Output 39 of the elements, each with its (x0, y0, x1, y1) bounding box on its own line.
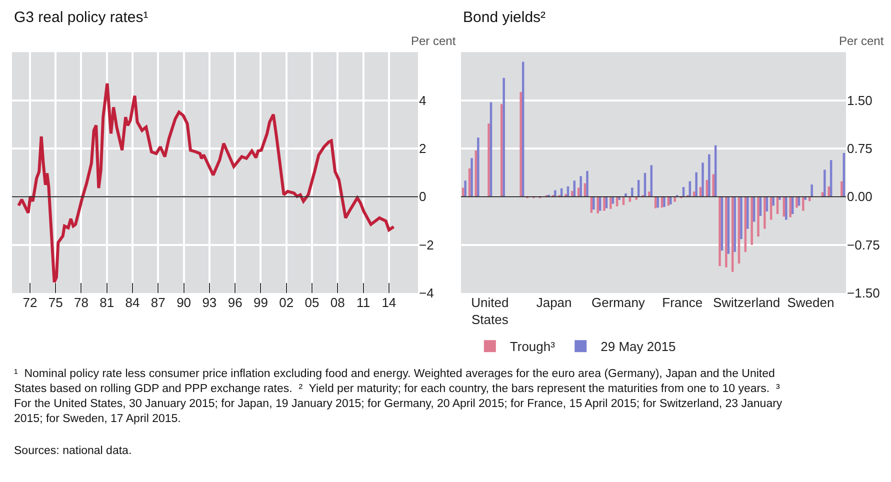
y-tick-label: 2 (419, 141, 426, 156)
y-tick-label: −0.75 (847, 237, 880, 252)
y-tick-label: 1.50 (847, 92, 872, 108)
x-tick-label: 99 (253, 295, 268, 310)
chart-title: G3 real policy rates¹ (14, 9, 148, 26)
y-tick-label: −4 (419, 286, 434, 301)
y-tick-label: −2 (419, 237, 434, 252)
x-tick-label: 81 (100, 295, 114, 310)
x-tick-label: 87 (150, 295, 166, 310)
y-tick-label: 4 (419, 92, 426, 108)
x-tick-label: 90 (176, 295, 192, 310)
x-tick-label: 84 (125, 295, 140, 310)
x-tick-label: Japan (536, 295, 572, 310)
x-tick-label: 96 (228, 295, 242, 310)
y-axis-title: Per cent (839, 34, 884, 48)
x-tick-label: 14 (382, 295, 396, 310)
y-tick-label: −1.50 (847, 286, 880, 301)
x-tick-label: Germany (591, 295, 646, 310)
x-tick-label: 78 (74, 295, 88, 310)
y-tick-label: 0.75 (847, 141, 872, 156)
y-tick-label: 0.00 (847, 189, 872, 204)
x-tick-label: 11 (356, 295, 370, 310)
x-tick-label: France (662, 295, 703, 310)
text: ¹ Nominal policy rate less consumer price inflation excluding food and energy. Weighted averages for the euro area (Germany), Japan and the United States based on rolling GDP and PPP exchange rates. ² Yield per maturity; for each country, the bars represent the maturities from one to 10 years. ³ For the United States, 30 January 2015; for Japan, 19 January 2015; for Germany, 20 April 2015; for France, 15 April 2015; for Switzerland, 23 January 2015; for Sweden, 17 April 2015. (14, 368, 782, 425)
x-tick-label: Switzerland (712, 295, 780, 310)
y-axis-title: Per cent (411, 34, 456, 48)
legend-label: 29 May 2015 (600, 339, 676, 354)
source-note: Sources: national data. (14, 445, 132, 457)
x-tick-label: 93 (202, 295, 217, 310)
x-tick-label: 08 (330, 295, 345, 310)
y-tick-label: 0 (419, 189, 426, 204)
x-tick-label: United States (471, 295, 509, 327)
x-tick-label: 72 (22, 295, 38, 310)
x-tick-label: Sweden (787, 295, 834, 310)
legend-label: Trough³ (510, 339, 556, 354)
chart-title: Bond yields² (463, 9, 546, 26)
x-tick-label: 05 (304, 295, 320, 310)
x-tick-label: 75 (48, 295, 63, 310)
x-tick-label: 02 (279, 295, 294, 310)
